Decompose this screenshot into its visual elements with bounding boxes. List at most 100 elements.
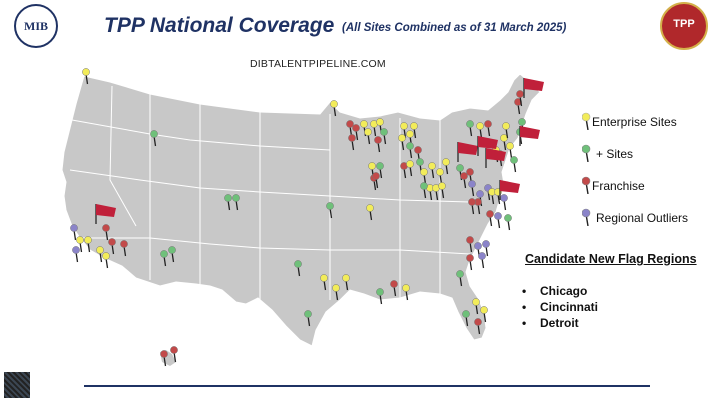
state-lines	[69, 85, 471, 300]
site-pin	[398, 134, 406, 151]
us-mainland-shape	[61, 73, 541, 347]
page-title: TPP National Coverage	[104, 14, 335, 37]
site-pin	[474, 198, 482, 215]
site-pin	[96, 246, 104, 263]
site-pin	[160, 350, 168, 367]
site-pin	[502, 122, 510, 139]
site-pin	[72, 246, 80, 263]
site-pin	[330, 100, 338, 117]
legend-label: Regional Outliers	[596, 211, 689, 225]
site-pin	[428, 162, 436, 179]
flag-icon	[523, 78, 544, 98]
site-pin	[416, 158, 424, 175]
site-pin	[478, 252, 486, 269]
site-pin	[82, 68, 90, 85]
tpp-logo: TPP	[660, 2, 708, 50]
site-pin	[410, 122, 418, 139]
site-pin	[342, 274, 350, 291]
site-pin	[84, 236, 92, 253]
site-pin	[168, 246, 176, 263]
site-pin	[370, 120, 378, 137]
site-pin	[420, 182, 428, 199]
flag-icon	[457, 142, 478, 162]
site-pin	[514, 98, 522, 115]
yellow-pin-icon	[582, 112, 591, 130]
site-pin	[376, 162, 384, 179]
candidate-item: • Cincinnati	[522, 300, 599, 314]
site-pin	[438, 182, 446, 199]
site-pin	[510, 156, 518, 173]
site-pins	[70, 68, 526, 367]
site-pin	[232, 194, 240, 211]
red-pin-icon	[582, 176, 591, 194]
site-pin	[364, 128, 372, 145]
site-pin	[468, 198, 476, 215]
site-pin	[108, 238, 116, 255]
site-pin	[374, 136, 382, 153]
site-pin	[102, 252, 110, 269]
site-pin	[150, 130, 158, 147]
mib-logo: MIB	[14, 4, 58, 48]
flag-icon	[519, 126, 540, 146]
site-pin	[472, 298, 480, 315]
site-pin	[406, 160, 414, 177]
site-pin	[326, 202, 334, 219]
site-pin	[376, 288, 384, 305]
site-pin	[70, 224, 78, 241]
site-pin	[466, 236, 474, 253]
flags	[95, 78, 544, 224]
site-pin	[320, 274, 328, 291]
site-pin	[76, 236, 84, 253]
site-pin	[474, 318, 482, 335]
site-pin	[120, 240, 128, 257]
site-pin	[504, 214, 512, 231]
site-pin	[170, 346, 178, 363]
site-pin	[160, 250, 168, 267]
site-pin	[332, 284, 340, 301]
footer-divider	[84, 385, 650, 387]
site-pin	[484, 120, 492, 137]
corner-logo-icon	[4, 372, 30, 398]
candidate-item: • Chicago	[522, 284, 588, 298]
site-pin	[456, 270, 464, 287]
site-pin	[468, 180, 476, 197]
website-url[interactable]: DIBTALENTPIPELINE.COM	[250, 58, 386, 70]
page-subtitle: (All Sites Combined as of 31 March 2025)	[342, 22, 567, 34]
site-pin	[460, 172, 468, 189]
legend-label: Franchise	[592, 179, 645, 193]
site-pin	[294, 260, 302, 277]
candidate-heading: Candidate New Flag Regions	[525, 252, 697, 266]
site-pin	[372, 172, 380, 189]
site-pin	[476, 122, 484, 139]
site-pin	[348, 134, 356, 151]
site-pin	[500, 194, 508, 211]
site-pin	[488, 188, 496, 205]
flag-icon	[477, 136, 498, 156]
green-pin-icon	[582, 144, 591, 162]
site-pin	[516, 90, 524, 107]
site-pin	[102, 224, 110, 241]
purple-pin-icon	[582, 208, 591, 226]
site-pin	[368, 162, 376, 179]
site-pin	[506, 142, 514, 159]
site-pin	[474, 242, 482, 259]
site-pin	[480, 306, 488, 323]
flag-icon	[485, 148, 506, 168]
legend-label: + Sites	[596, 147, 634, 161]
site-pin	[420, 168, 428, 185]
site-pin	[406, 142, 414, 159]
candidate-item: • Detroit	[522, 316, 579, 330]
legend-label: Enterprise Sites	[592, 115, 677, 129]
site-pin	[304, 310, 312, 327]
site-pin	[224, 194, 232, 211]
site-pin	[462, 310, 470, 327]
site-pin	[486, 210, 494, 227]
site-pin	[352, 124, 360, 141]
site-pin	[380, 128, 388, 145]
site-pin	[390, 280, 398, 297]
site-pin	[466, 254, 474, 271]
site-pin	[500, 134, 508, 151]
site-pin	[494, 212, 502, 229]
flag-icon	[499, 180, 520, 200]
